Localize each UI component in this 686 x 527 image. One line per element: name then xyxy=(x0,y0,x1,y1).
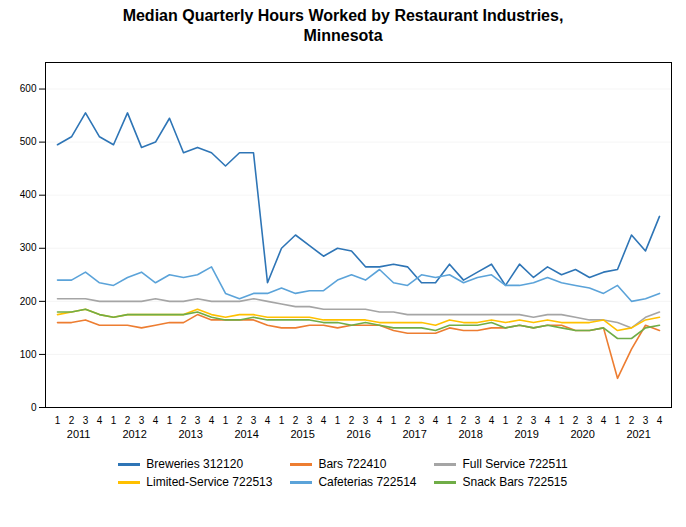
svg-text:1: 1 xyxy=(279,415,285,426)
svg-text:3: 3 xyxy=(419,415,425,426)
svg-text:3: 3 xyxy=(307,415,313,426)
svg-text:1: 1 xyxy=(223,415,229,426)
svg-text:1: 1 xyxy=(55,415,61,426)
html-text:Breweries 312120: Breweries 312120 xyxy=(146,457,244,471)
svg-text:3: 3 xyxy=(195,415,201,426)
svg-text:2019: 2019 xyxy=(514,428,538,440)
svg-text:3: 3 xyxy=(475,415,481,426)
svg-text:3: 3 xyxy=(83,415,89,426)
html-text:Full Service 722511: Full Service 722511 xyxy=(462,457,568,471)
svg-text:4: 4 xyxy=(433,415,439,426)
html-text:Cafeterias 722514: Cafeterias 722514 xyxy=(318,475,417,489)
svg-text:4: 4 xyxy=(97,415,103,426)
svg-text:2011: 2011 xyxy=(67,428,91,440)
svg-text:2: 2 xyxy=(405,415,411,426)
svg-text:4: 4 xyxy=(265,415,271,426)
svg-text:1: 1 xyxy=(111,415,117,426)
svg-text:4: 4 xyxy=(153,415,159,426)
svg-text:2: 2 xyxy=(629,415,635,426)
svg-text:600: 600 xyxy=(20,83,37,94)
svg-text:2: 2 xyxy=(293,415,299,426)
svg-text:3: 3 xyxy=(363,415,369,426)
html-text:Snack Bars 722515: Snack Bars 722515 xyxy=(462,475,568,489)
svg-text:3: 3 xyxy=(531,415,537,426)
svg-text:1: 1 xyxy=(447,415,453,426)
svg-text:1: 1 xyxy=(391,415,397,426)
svg-text:4: 4 xyxy=(657,415,663,426)
svg-text:2: 2 xyxy=(181,415,187,426)
svg-text:3: 3 xyxy=(139,415,145,426)
svg-text:4: 4 xyxy=(545,415,551,426)
svg-text:3: 3 xyxy=(643,415,649,426)
svg-text:2: 2 xyxy=(349,415,355,426)
svg-text:2: 2 xyxy=(237,415,243,426)
svg-text:2012: 2012 xyxy=(122,428,146,440)
html-text:Bars 722410: Bars 722410 xyxy=(318,457,387,471)
svg-text:2013: 2013 xyxy=(178,428,202,440)
html-text:Limited-Service 722513: Limited-Service 722513 xyxy=(146,475,273,489)
svg-text:4: 4 xyxy=(321,415,327,426)
svg-text:4: 4 xyxy=(377,415,383,426)
svg-text:2016: 2016 xyxy=(346,428,370,440)
svg-text:0: 0 xyxy=(31,402,37,413)
svg-text:2: 2 xyxy=(517,415,523,426)
svg-text:2021: 2021 xyxy=(626,428,650,440)
svg-text:2: 2 xyxy=(461,415,467,426)
svg-text:2: 2 xyxy=(125,415,131,426)
svg-text:500: 500 xyxy=(20,136,37,147)
svg-text:4: 4 xyxy=(209,415,215,426)
svg-text:3: 3 xyxy=(587,415,593,426)
svg-text:1: 1 xyxy=(503,415,509,426)
svg-text:2: 2 xyxy=(69,415,75,426)
svg-text:1: 1 xyxy=(335,415,341,426)
svg-text:2018: 2018 xyxy=(458,428,482,440)
svg-text:2020: 2020 xyxy=(570,428,594,440)
svg-text:100: 100 xyxy=(20,349,37,360)
svg-text:400: 400 xyxy=(20,189,37,200)
svg-text:300: 300 xyxy=(20,242,37,253)
svg-text:2014: 2014 xyxy=(234,428,258,440)
svg-text:4: 4 xyxy=(489,415,495,426)
svg-text:3: 3 xyxy=(251,415,257,426)
svg-text:200: 200 xyxy=(20,296,37,307)
svg-text:1: 1 xyxy=(167,415,173,426)
svg-text:2015: 2015 xyxy=(290,428,314,440)
svg-text:4: 4 xyxy=(601,415,607,426)
svg-text:2017: 2017 xyxy=(402,428,426,440)
svg-text:1: 1 xyxy=(559,415,565,426)
svg-text:2: 2 xyxy=(573,415,579,426)
html-text:Median Quarterly Hours Worked: Median Quarterly Hours Worked by Restaur… xyxy=(122,7,564,44)
svg-text:1: 1 xyxy=(615,415,621,426)
